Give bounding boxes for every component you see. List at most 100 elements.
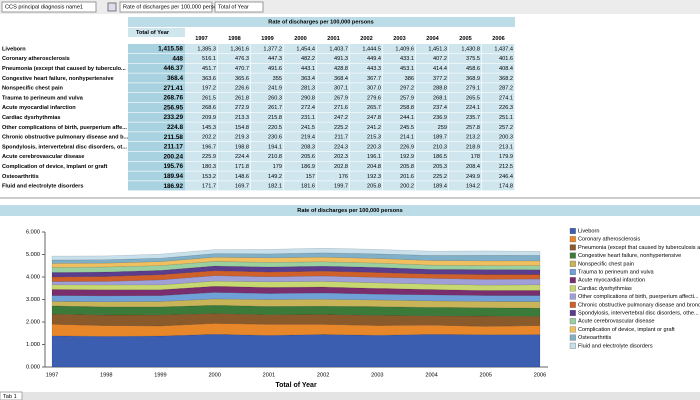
cell: [185, 63, 218, 73]
legend-swatch: [569, 342, 576, 349]
cell: [284, 63, 317, 73]
cell: [383, 132, 416, 142]
cell: [416, 112, 449, 122]
y-tick-label: 6.000: [26, 229, 40, 235]
cell-value: 225.9: [202, 154, 216, 160]
cell-value: 148.6: [235, 174, 249, 180]
cell-value: 241.2: [367, 125, 381, 131]
cell: [416, 73, 449, 83]
tab[interactable]: [0, 391, 23, 400]
cell: [416, 171, 449, 181]
cell-value: 194.1: [268, 144, 282, 150]
x-axis-title: Total of Year: [275, 382, 317, 389]
cell: [218, 122, 251, 132]
total-value: 268.76: [163, 95, 183, 102]
cell: [449, 83, 482, 93]
x-tick-label: 2002: [317, 372, 329, 378]
cell-value: 235.7: [466, 115, 480, 121]
dimension-dropdown[interactable]: [1, 1, 97, 13]
cell-value: 245.5: [400, 125, 414, 131]
cell-value: 226.9: [400, 144, 414, 150]
cell: [350, 112, 383, 122]
total-cell: [128, 142, 185, 152]
cell: [416, 181, 449, 191]
x-tick-label: 2003: [371, 372, 383, 378]
total-value: 256.95: [163, 104, 183, 111]
cell: [449, 142, 482, 152]
cell: [482, 161, 515, 171]
cell-value: 224.4: [235, 154, 249, 160]
cell-value: 414.4: [433, 66, 447, 72]
cell-value: 181.6: [301, 184, 315, 190]
total-cell: [128, 73, 185, 83]
level-dropdown[interactable]: [214, 1, 264, 13]
cell-value: 258.8: [400, 105, 414, 111]
cell-value: 180.3: [202, 164, 216, 170]
cell: [416, 122, 449, 132]
cell: [317, 122, 350, 132]
cell-value: 196.1: [367, 154, 381, 160]
total-value: 211.17: [164, 144, 184, 151]
cell: [284, 122, 317, 132]
cell-value: 1,454.4: [296, 46, 315, 52]
total-value: 200.24: [163, 153, 183, 160]
cell: [218, 151, 251, 161]
cell: [284, 44, 317, 54]
legend-swatch: [569, 277, 576, 284]
cell: [416, 44, 449, 54]
cell: [350, 73, 383, 83]
cell-value: 220.3: [367, 144, 381, 150]
cell: [383, 122, 416, 132]
cell-value: 202.8: [334, 164, 348, 170]
cell-value: 210.8: [268, 154, 282, 160]
cell-value: 230.6: [268, 135, 282, 141]
cell: [416, 132, 449, 142]
legend-swatch: [569, 269, 576, 275]
measure-dropdown[interactable]: [119, 1, 213, 13]
total-cell: [128, 83, 185, 93]
cell-value: 355: [273, 76, 282, 82]
row-label: Fluid and electrolyte disorders: [2, 184, 83, 190]
legend-swatch: [569, 228, 576, 234]
cell-value: 196.7: [202, 144, 216, 150]
cell: [482, 122, 515, 132]
legend-label: Acute cerebrovascular disease: [578, 319, 655, 325]
level-label: Total of Year: [218, 4, 249, 10]
row-label: Acute myocardial infarction: [2, 105, 76, 111]
cell: [482, 44, 515, 54]
cell-value: 202.2: [202, 135, 216, 141]
swap-icon[interactable]: [107, 2, 117, 12]
y-tick-label: 1.000: [26, 342, 40, 348]
cell-value: 241.9: [268, 86, 282, 92]
row-label: Coronary atherosclerosis: [2, 56, 70, 62]
cell: [185, 181, 218, 191]
cell-value: 215.8: [268, 115, 282, 121]
cell: [350, 93, 383, 103]
legend-swatch: [569, 318, 576, 325]
area: [51, 292, 541, 302]
cell-value: 1,437.4: [494, 46, 513, 52]
cell: [218, 142, 251, 152]
cell: [284, 102, 317, 112]
legend-swatch: [569, 236, 576, 243]
total-header-cell[interactable]: [128, 28, 185, 37]
cell: [383, 181, 416, 191]
year-header: 2000: [294, 36, 306, 42]
cell: [317, 63, 350, 73]
cell-value: 377.2: [433, 76, 447, 82]
cell: [449, 53, 482, 63]
year-header: 2002: [360, 36, 372, 42]
total-cell: [128, 53, 185, 63]
cell: [317, 151, 350, 161]
cell-value: 453.1: [400, 66, 414, 72]
cell: [251, 73, 284, 83]
legend-label: Coronary atherosclerosis: [578, 237, 640, 243]
cell: [383, 161, 416, 171]
cell: [350, 151, 383, 161]
cell: [449, 151, 482, 161]
measure-label: Rate of discharges per 100,000 persons: [123, 4, 223, 10]
x-tick-label: 2001: [263, 372, 275, 378]
row-label: Cardiac dysrhythmias: [2, 115, 60, 121]
cell-value: 386: [405, 76, 414, 82]
